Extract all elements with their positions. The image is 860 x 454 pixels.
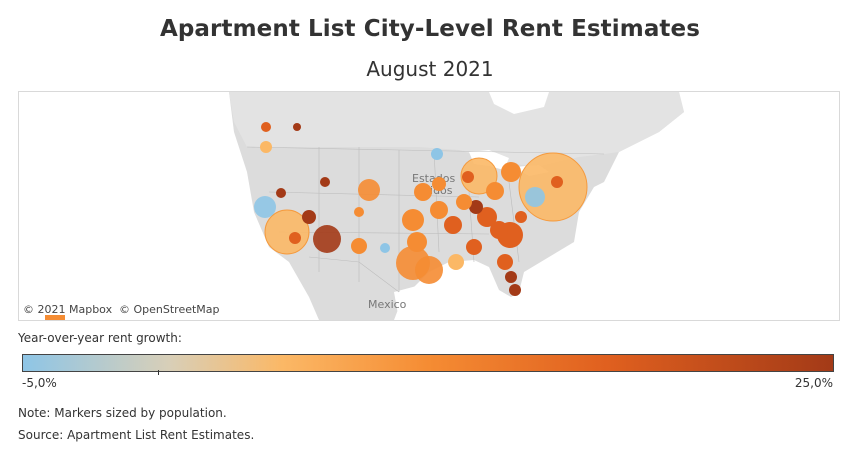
city-marker[interactable] bbox=[320, 177, 330, 187]
openstreetmap-credit[interactable]: © OpenStreetMap bbox=[119, 303, 220, 316]
map-attribution: © 2021 Mapbox © OpenStreetMap bbox=[23, 303, 220, 316]
city-marker[interactable] bbox=[431, 148, 443, 160]
city-marker[interactable] bbox=[505, 271, 517, 283]
city-markers[interactable] bbox=[254, 122, 588, 296]
mapbox-credit[interactable]: © 2021 Mapbox bbox=[23, 303, 113, 316]
city-marker[interactable] bbox=[460, 157, 498, 195]
city-marker[interactable] bbox=[518, 152, 588, 222]
canada-region bbox=[229, 92, 684, 167]
chart-subtitle: August 2021 bbox=[366, 57, 494, 81]
legend-max-label: 25,0% bbox=[794, 376, 833, 390]
legend-title: Year-over-year rent growth: bbox=[18, 331, 182, 345]
city-marker[interactable] bbox=[407, 232, 427, 252]
city-marker[interactable] bbox=[430, 201, 448, 219]
base-map bbox=[229, 92, 684, 320]
city-marker[interactable] bbox=[414, 183, 432, 201]
map-view[interactable]: Estados Unidos Mexico bbox=[18, 91, 840, 321]
city-marker[interactable] bbox=[354, 207, 364, 217]
city-marker[interactable] bbox=[448, 254, 464, 270]
city-marker[interactable] bbox=[261, 122, 271, 132]
city-marker[interactable] bbox=[302, 210, 316, 224]
city-marker[interactable] bbox=[293, 123, 301, 131]
city-marker[interactable] bbox=[289, 232, 301, 244]
hudson-bay bbox=[489, 92, 549, 114]
city-marker[interactable] bbox=[490, 221, 508, 239]
city-marker[interactable] bbox=[313, 225, 341, 253]
city-marker[interactable] bbox=[477, 207, 497, 227]
footnote-source: Source: Apartment List Rent Estimates. bbox=[18, 428, 255, 442]
city-marker[interactable] bbox=[456, 194, 472, 210]
city-marker[interactable] bbox=[432, 177, 446, 191]
city-marker[interactable] bbox=[515, 211, 527, 223]
city-marker[interactable] bbox=[525, 187, 545, 207]
city-marker[interactable] bbox=[444, 216, 462, 234]
city-marker[interactable] bbox=[469, 200, 483, 214]
city-marker[interactable] bbox=[402, 209, 424, 231]
city-marker[interactable] bbox=[551, 176, 563, 188]
city-marker[interactable] bbox=[351, 238, 367, 254]
chart-title: Apartment List City-Level Rent Estimates bbox=[159, 16, 701, 42]
map-scale-marker bbox=[45, 315, 65, 320]
city-marker[interactable] bbox=[415, 256, 443, 284]
legend-min-label: -5,0% bbox=[22, 376, 57, 390]
gulf-of-mexico bbox=[394, 280, 499, 320]
color-scale-bar bbox=[22, 354, 834, 372]
legend-tick bbox=[158, 370, 159, 375]
city-marker[interactable] bbox=[466, 239, 482, 255]
city-marker[interactable] bbox=[497, 254, 513, 270]
map-label-mexico: Mexico bbox=[368, 298, 407, 311]
city-marker[interactable] bbox=[462, 171, 474, 183]
city-marker[interactable] bbox=[276, 188, 286, 198]
city-marker[interactable] bbox=[501, 162, 521, 182]
footnote-note: Note: Markers sized by population. bbox=[18, 406, 227, 420]
map-canvas[interactable]: Estados Unidos Mexico bbox=[19, 92, 839, 320]
city-marker[interactable] bbox=[358, 179, 380, 201]
city-marker[interactable] bbox=[260, 141, 272, 153]
city-marker[interactable] bbox=[509, 284, 521, 296]
city-marker[interactable] bbox=[254, 196, 276, 218]
city-marker[interactable] bbox=[486, 182, 504, 200]
city-marker[interactable] bbox=[380, 243, 390, 253]
